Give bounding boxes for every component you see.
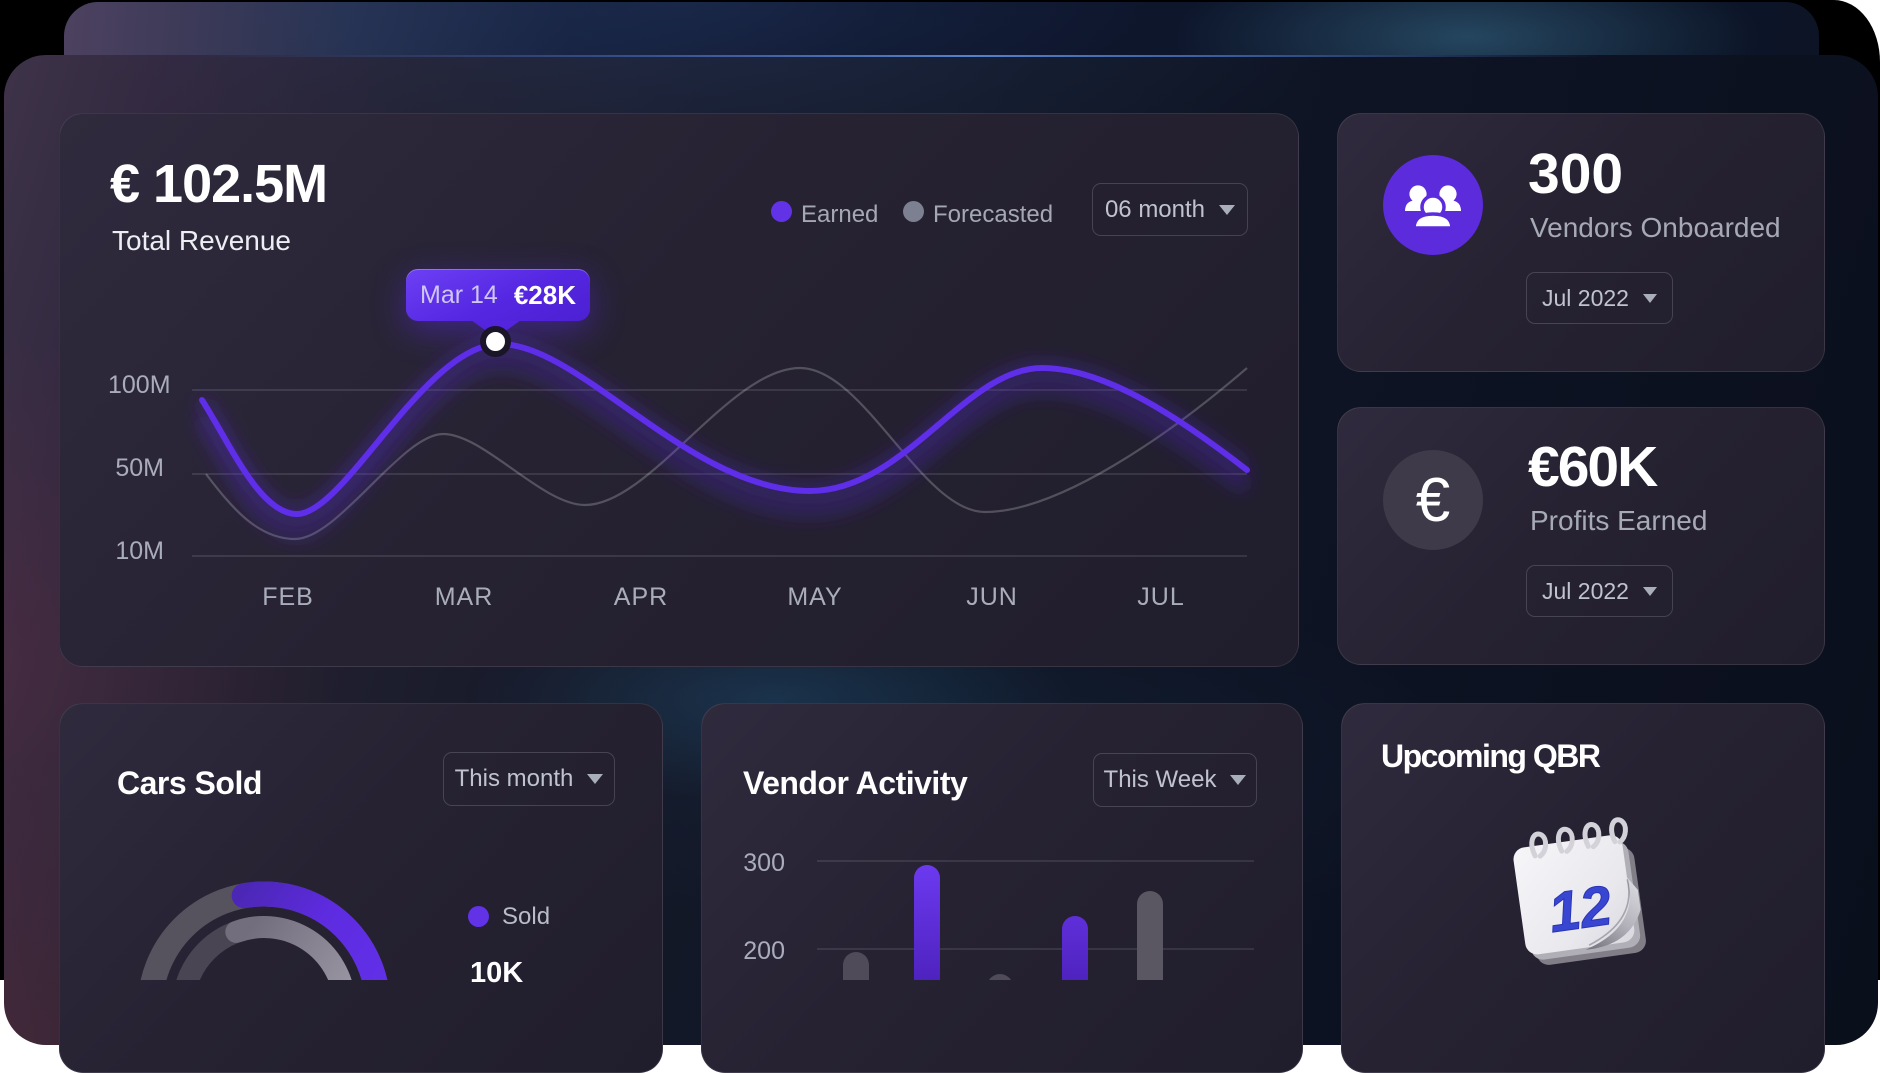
svg-text:12: 12 [1545, 873, 1615, 944]
